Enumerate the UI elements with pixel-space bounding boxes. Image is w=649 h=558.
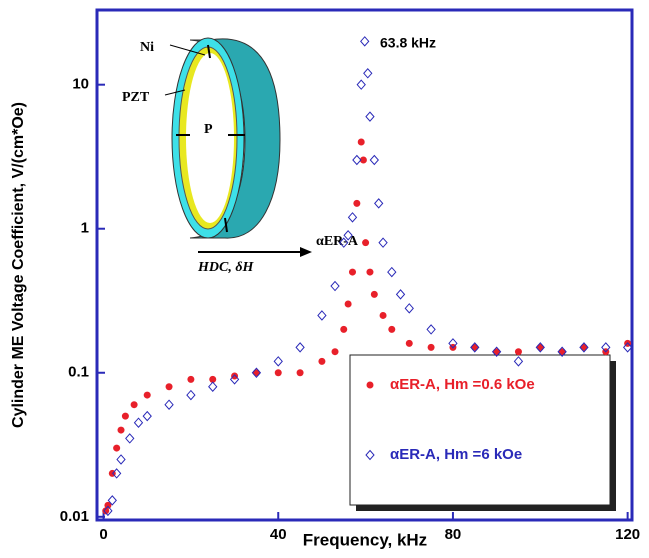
data-point: [347, 212, 358, 223]
data-point: [229, 374, 240, 385]
data-point: [142, 410, 152, 422]
data-point: [317, 310, 327, 321]
data-point: [116, 454, 126, 465]
data-point: [186, 389, 196, 401]
data-point: [491, 346, 502, 357]
data-point: [374, 198, 384, 209]
data-point: [164, 399, 174, 410]
data-point: [330, 280, 340, 292]
x-tick-label: 120: [615, 526, 640, 543]
inset-label: αER-A: [316, 234, 359, 249]
data-point: [601, 342, 611, 353]
data-point: [339, 237, 349, 248]
y-tick-label: 10: [72, 76, 89, 93]
data-point: [557, 346, 567, 357]
data-point: [344, 300, 352, 308]
data-point: [111, 468, 122, 479]
data-point: [121, 412, 129, 420]
data-point: [363, 68, 373, 79]
x-tick-label: 0: [99, 526, 107, 543]
plot-frame: [95, 8, 634, 522]
data-point: [348, 268, 356, 276]
data-point: [343, 230, 353, 241]
legend-marker: [365, 449, 375, 461]
data-point: [514, 348, 522, 356]
data-point: [379, 311, 387, 319]
data-point: [130, 401, 138, 409]
data-point: [231, 372, 239, 380]
data-point: [427, 343, 435, 351]
x-tick-label: 80: [445, 526, 462, 543]
inset-label: HDC, δH: [197, 260, 255, 275]
data-point: [471, 343, 479, 351]
data-point: [356, 79, 366, 90]
data-point: [470, 342, 480, 353]
data-point: [295, 342, 305, 353]
x-tick-label: 40: [270, 526, 287, 543]
data-point: [296, 369, 304, 377]
data-point: [331, 348, 339, 356]
data-point: [104, 501, 112, 509]
data-point: [165, 383, 173, 391]
data-point: [558, 348, 566, 356]
data-point: [187, 375, 195, 383]
y-tick-label: 0.01: [60, 508, 89, 525]
data-point: [535, 342, 545, 353]
data-point: [378, 237, 388, 248]
data-point: [251, 367, 262, 379]
data-point: [493, 348, 501, 356]
data-point: [209, 375, 217, 383]
data-point: [208, 381, 218, 392]
data-point: [273, 356, 283, 367]
data-point: [365, 111, 375, 122]
data-point: [360, 36, 370, 47]
data-point: [580, 343, 588, 351]
data-point: [352, 154, 362, 166]
data-point: [387, 266, 397, 278]
y-axis-label: Cylinder ME Voltage Coefficient, V/(cm*O…: [10, 102, 27, 428]
data-point: [622, 342, 633, 353]
data-point: [113, 444, 121, 452]
legend-label: αER-A, Hm =6 kOe: [390, 446, 522, 463]
data-point: [426, 324, 436, 335]
data-point: [143, 391, 151, 399]
inset-ring: [164, 37, 312, 257]
legend-label: αER-A, Hm =0.6 kOe: [390, 376, 535, 393]
inset-label: P: [204, 122, 213, 137]
data-point: [362, 239, 370, 247]
peak-annotation: 63.8 kHz: [380, 35, 436, 51]
data-point: [274, 369, 282, 377]
data-point: [125, 433, 135, 444]
legend-box: [349, 354, 611, 506]
data-point: [513, 356, 524, 367]
inset-label: Ni: [140, 40, 154, 55]
data-point: [318, 357, 326, 365]
data-point: [353, 199, 361, 207]
x-axis-label: Frequency, kHz: [303, 530, 427, 549]
data-point: [448, 338, 458, 349]
data-point: [117, 426, 125, 434]
data-point: [133, 417, 144, 428]
y-tick-label: 1: [81, 220, 89, 237]
data-point: [404, 303, 414, 314]
data-point: [252, 369, 260, 377]
data-point: [388, 325, 396, 333]
data-point: [103, 505, 113, 517]
data-point: [579, 342, 589, 353]
data-point: [536, 343, 544, 351]
data-point: [369, 154, 379, 166]
data-point: [340, 325, 348, 333]
legend-marker: [366, 381, 374, 389]
data-point: [395, 289, 406, 300]
data-point: [370, 290, 378, 298]
data-point: [107, 495, 117, 506]
data-point: [357, 138, 365, 146]
data-point: [405, 339, 413, 347]
inset-label: PZT: [122, 90, 150, 105]
data-point: [359, 156, 367, 164]
y-tick-label: 0.1: [68, 364, 89, 381]
data-point: [366, 268, 374, 276]
data-point: [102, 507, 110, 515]
